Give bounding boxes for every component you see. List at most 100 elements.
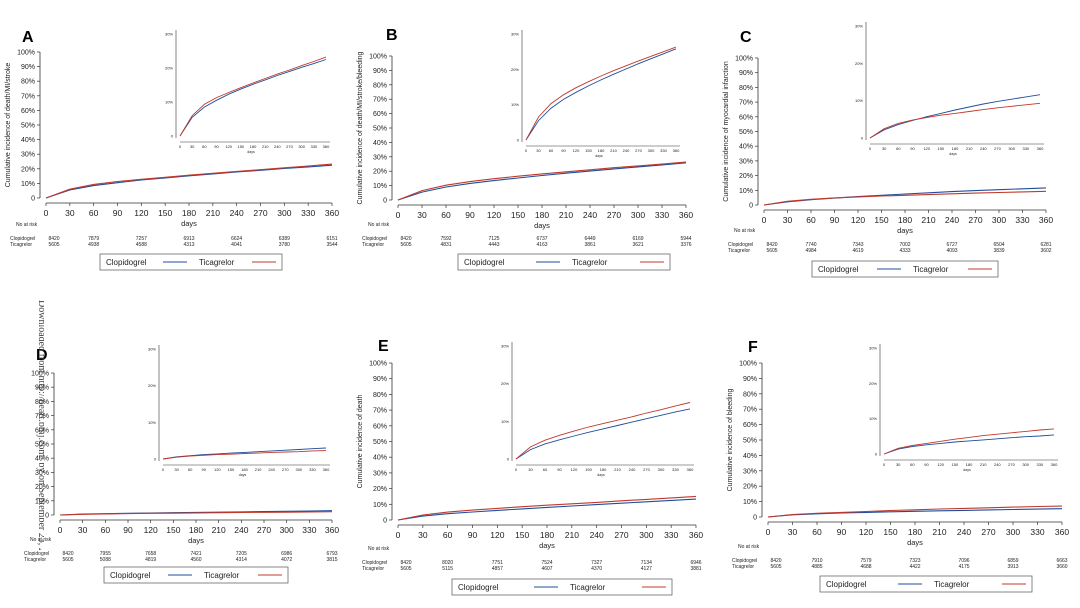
inset-x-tick-label: 30 (882, 146, 887, 151)
x-tick-label: 270 (257, 525, 271, 535)
x-tick-label: 90 (837, 527, 847, 537)
inset-x-axis-label: days (949, 152, 957, 156)
inset-x-tick-label: 30 (190, 144, 195, 149)
y-tick-label: 60% (21, 108, 35, 115)
inset-y-tick-label: 20% (501, 381, 509, 386)
y-tick-label: 50% (35, 442, 49, 449)
risk-value-clopidogrel: 7910 (811, 558, 822, 564)
inset-x-tick-label: 270 (282, 467, 289, 472)
inset-x-tick-label: 60 (543, 467, 548, 472)
risk-table-header: No at risk (738, 544, 760, 550)
y-tick-label: 0 (31, 196, 35, 203)
x-tick-label: 210 (206, 208, 220, 218)
x-tick-label: 60 (812, 527, 822, 537)
y-tick-label: 20% (35, 484, 49, 491)
panel-label: E (378, 338, 389, 355)
x-tick-label: 30 (65, 208, 75, 218)
x-tick-label: 90 (113, 208, 123, 218)
x-tick-label: 60 (443, 530, 453, 540)
y-tick-label: 80% (21, 79, 35, 86)
x-tick-label: 180 (189, 525, 203, 535)
inset-x-tick-label: 210 (980, 462, 987, 467)
inset-x-tick-label: 30 (536, 148, 541, 153)
legend-label-ticagrelor: Ticagrelor (934, 580, 970, 589)
y-tick-label: 80% (373, 82, 387, 89)
risk-table-header: No at risk (368, 222, 390, 228)
y-tick-label: 40% (35, 456, 49, 463)
risk-value-clopidogrel: 7524 (541, 560, 552, 566)
y-tick-label: 20% (739, 173, 753, 180)
x-tick-label: 30 (788, 527, 798, 537)
risk-value-clopidogrel: 7257 (136, 236, 147, 242)
risk-table-header: No at risk (30, 537, 52, 543)
y-tick-label: 30% (35, 470, 49, 477)
y-tick-label: 10% (21, 181, 35, 188)
inset-x-tick-label: 30 (174, 467, 179, 472)
risk-value-ticagrelor: 3881 (690, 566, 701, 572)
x-tick-label: 30 (783, 215, 793, 225)
risk-row-label: Clopidogrel (10, 236, 35, 242)
inset-y-tick-label: 0 (154, 457, 157, 462)
inset-chart: 0 10% 20% 30% 0 30 60 90 120 150 180 210 240 270 300 33… (148, 345, 330, 477)
y-tick-label: 50% (373, 126, 387, 133)
risk-row-label: Ticagrelor (728, 248, 750, 254)
risk-value-clopidogrel: 7002 (899, 242, 910, 248)
inset-x-tick-label: 330 (672, 467, 679, 472)
inset-x-tick-label: 180 (952, 146, 959, 151)
inset-x-tick-label: 60 (549, 148, 554, 153)
x-tick-label: 240 (583, 210, 597, 220)
risk-value-ticagrelor: 5605 (48, 242, 59, 248)
legend-box (99, 253, 283, 271)
legend-label-ticagrelor: Ticagrelor (570, 583, 606, 592)
risk-value-clopidogrel: 7205 (236, 551, 247, 557)
legend-label-clopidogrel: Clopidogrel (106, 258, 147, 267)
risk-row-label: Clopidogrel (362, 236, 387, 242)
inset-x-tick-label: 150 (937, 146, 944, 151)
inset-x-axis-label: days (595, 154, 603, 158)
risk-value-clopidogrel: 8020 (442, 560, 453, 566)
inset-x-axis-label: days (963, 468, 971, 472)
risk-value-clopidogrel: 6281 (1040, 242, 1051, 248)
risk-value-clopidogrel: 6169 (632, 236, 643, 242)
inset-y-tick-label: 30% (855, 24, 863, 29)
risk-value-clopidogrel: 7658 (145, 551, 156, 557)
risk-value-clopidogrel: 7955 (100, 551, 111, 557)
risk-value-ticagrelor: 4093 (946, 248, 957, 254)
risk-row-label: Clopidogrel (728, 242, 753, 248)
inset-series-line-clopidogrel (869, 94, 1041, 139)
series-line-clopidogrel (397, 162, 687, 201)
inset-x-tick-label: 90 (557, 467, 562, 472)
risk-table-header: No at risk (368, 546, 390, 552)
x-tick-label: 300 (992, 215, 1006, 225)
legend: Clopidogrel Ticagrelor (457, 253, 671, 271)
y-tick-label: 30% (739, 158, 753, 165)
y-tick-label: 70% (373, 97, 387, 104)
panel-b: B 0 10% 20% 30% 40% 50% 60% 70% 80% 90% 100% 0 30 60 90… (357, 27, 693, 271)
inset-x-tick-label: 60 (910, 462, 915, 467)
risk-value-clopidogrel: 6727 (946, 242, 957, 248)
x-axis-label: days (897, 226, 913, 235)
legend-label-clopidogrel: Clopidogrel (464, 258, 505, 267)
risk-row-label: Ticagrelor (732, 564, 754, 570)
panel-label: F (748, 339, 758, 356)
inset-x-tick-label: 300 (295, 467, 302, 472)
risk-value-ticagrelor: 3602 (1040, 248, 1051, 254)
risk-row-label: Clopidogrel (24, 551, 49, 557)
legend: Clopidogrel Ticagrelor (451, 578, 673, 596)
y-tick-label: 90% (373, 68, 387, 75)
x-tick-label: 330 (655, 210, 669, 220)
y-tick-label: 0 (383, 518, 387, 525)
series-line-ticagrelor (397, 495, 697, 521)
risk-value-ticagrelor: 4857 (492, 566, 503, 572)
x-tick-label: 330 (1015, 215, 1029, 225)
risk-value-ticagrelor: 3621 (632, 242, 643, 248)
inset-x-tick-label: 90 (214, 144, 219, 149)
risk-value-clopidogrel: 6663 (1056, 558, 1067, 564)
inset-y-tick-label: 20% (869, 381, 877, 386)
risk-table-header: No at risk (16, 222, 38, 228)
y-tick-label: 90% (373, 376, 387, 383)
y-tick-label: 100% (17, 50, 35, 57)
y-tick-label: 80% (739, 85, 753, 92)
legend-box (451, 578, 673, 596)
